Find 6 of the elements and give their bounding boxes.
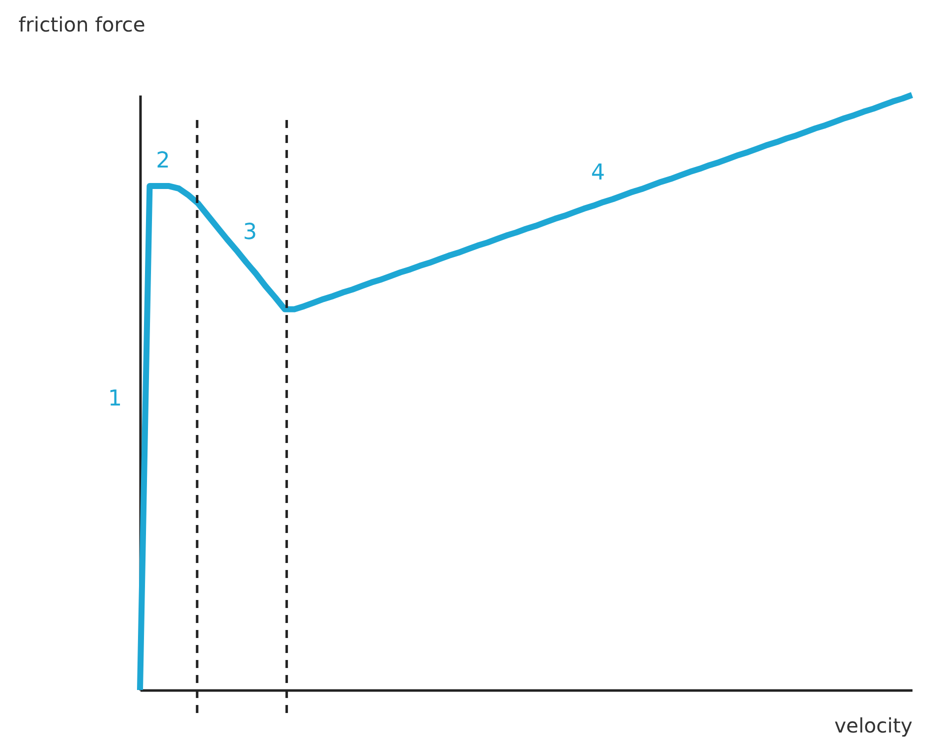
annotation: 4 [591, 160, 605, 186]
x-axis-title: velocity [834, 714, 913, 738]
annotation: 2 [156, 148, 170, 174]
text: 1 [108, 386, 122, 412]
annotation: 3 [243, 220, 257, 245]
y-axis-title: friction force [18, 12, 146, 36]
